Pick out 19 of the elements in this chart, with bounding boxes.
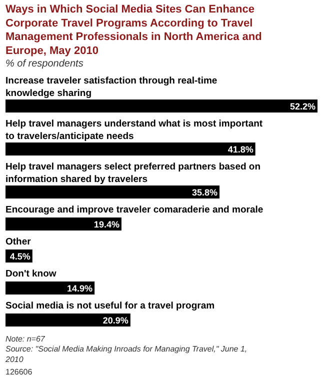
data-label: 4.5% — [10, 252, 30, 262]
y-tick-label: Encourage and improve traveler comaraderie and morale — [6, 204, 264, 216]
data-label: 41.8% — [228, 144, 254, 154]
annotation: Note: n=67 — [6, 334, 46, 344]
data-label: 14.9% — [67, 284, 93, 294]
y-tick-label: Other — [6, 236, 32, 248]
y-tick-label: Help travel managers select preferred partners based on information shared by travelers — [6, 162, 261, 186]
chart-subtitle: % of respondents — [6, 58, 84, 70]
text: 126606 — [6, 368, 33, 376]
y-tick-label: Don't know — [6, 268, 57, 280]
chart-title: Ways in Which Social Media Sites Can Enhance Corporate Travel Programs According to Travel Management Professionals in North America and Europe, May 2010 — [6, 4, 262, 57]
y-tick-label: Increase traveler satisfaction through real-time knowledge sharing — [6, 76, 218, 100]
data-label: 35.8% — [192, 188, 218, 198]
data-label: 20.9% — [102, 316, 128, 326]
annotation: Source: "Social Media Making Inroads for Managing Travel," June 1, 2010 — [4, 344, 248, 364]
y-tick-label: Help travel managers understand what is most important to travelers/anticipate needs — [6, 118, 264, 142]
y-tick-label: Social media is not useful for a travel program — [6, 300, 215, 312]
data-label: 52.2% — [290, 102, 316, 112]
data-label: 19.4% — [94, 220, 120, 230]
